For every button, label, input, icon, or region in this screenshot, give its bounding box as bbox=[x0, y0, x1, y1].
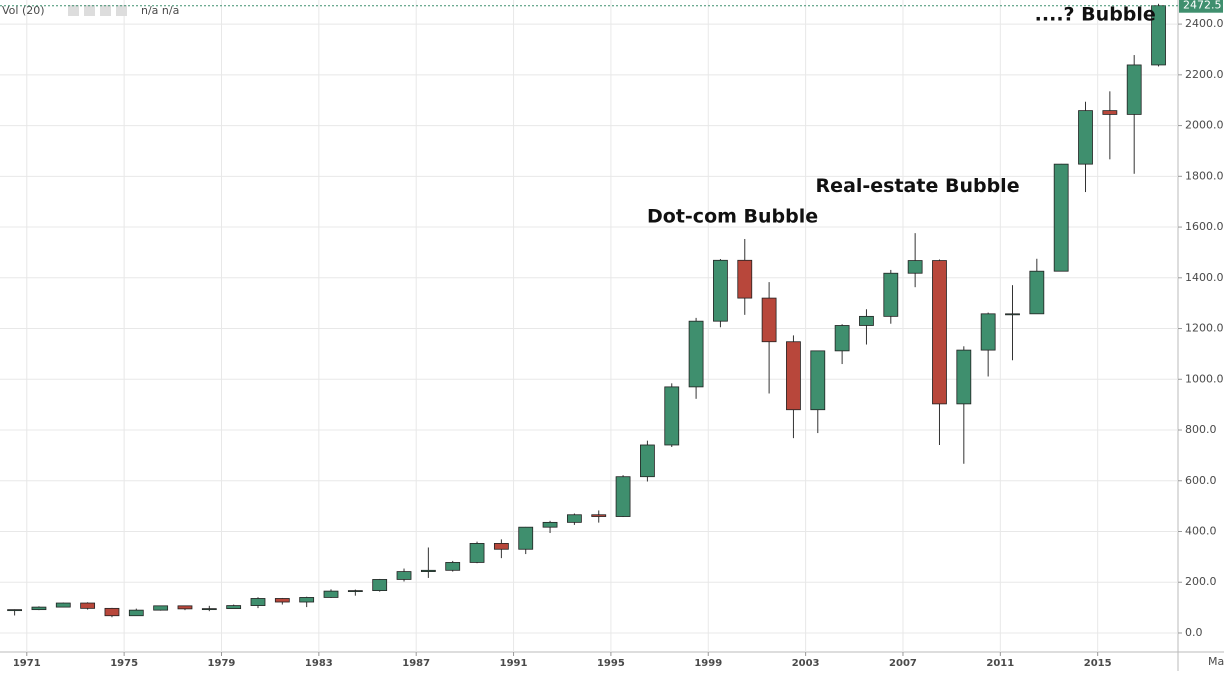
y-tick-label: 2000.0 bbox=[1185, 119, 1224, 132]
candle-body bbox=[347, 590, 363, 593]
x-tick-label: 1987 bbox=[402, 658, 430, 669]
candle-body bbox=[980, 313, 996, 351]
last-price-label: 2472.5 bbox=[1183, 0, 1222, 12]
candle-body bbox=[1151, 5, 1166, 66]
candle-body bbox=[1102, 110, 1118, 115]
candle-body bbox=[445, 562, 461, 571]
candle-body bbox=[55, 602, 71, 608]
indicator-label: Vol (20) bbox=[2, 4, 45, 17]
y-tick-label: 200.0 bbox=[1185, 575, 1217, 588]
y-tick-label: 1200.0 bbox=[1185, 322, 1224, 335]
candle-body bbox=[713, 259, 728, 322]
candle-body bbox=[688, 320, 704, 388]
candle-body bbox=[226, 605, 242, 610]
annotation: ....? Bubble bbox=[1035, 4, 1156, 26]
y-tick-label: 800.0 bbox=[1185, 423, 1217, 436]
x-tick-label: 2011 bbox=[986, 658, 1014, 669]
candle-body bbox=[153, 605, 169, 611]
time-axis-end-label: Ma bbox=[1208, 655, 1224, 668]
icon[interactable] bbox=[100, 5, 111, 16]
candle-body bbox=[31, 606, 47, 611]
x-tick-label: 1995 bbox=[597, 658, 625, 669]
candle-body bbox=[177, 605, 193, 610]
candle-body bbox=[299, 597, 315, 603]
candle-body bbox=[1029, 270, 1045, 315]
x-tick-label: 1991 bbox=[500, 658, 528, 669]
candle-body bbox=[469, 543, 485, 563]
y-tick-label: 1000.0 bbox=[1185, 372, 1224, 385]
candle-body bbox=[493, 543, 509, 550]
y-tick-label: 2200.0 bbox=[1185, 68, 1224, 81]
candle-body bbox=[761, 297, 777, 343]
icon[interactable] bbox=[84, 5, 95, 16]
candle-body bbox=[420, 569, 436, 572]
x-tick-label: 1983 bbox=[305, 658, 333, 669]
y-tick-label: 1800.0 bbox=[1185, 169, 1224, 182]
icon[interactable] bbox=[68, 5, 79, 16]
candle-body bbox=[615, 476, 631, 517]
x-tick-label: 1999 bbox=[694, 658, 722, 669]
candle-body bbox=[396, 571, 412, 580]
icon[interactable] bbox=[116, 5, 127, 16]
x-tick-label: 2015 bbox=[1084, 658, 1112, 669]
candle-body bbox=[518, 526, 534, 550]
candle-body bbox=[1053, 163, 1069, 272]
y-tick-label: 1600.0 bbox=[1185, 220, 1224, 233]
y-tick-label: 2400.0 bbox=[1185, 17, 1224, 30]
candle-body bbox=[274, 598, 290, 603]
candle-body bbox=[907, 260, 923, 274]
x-tick-label: 2003 bbox=[792, 658, 820, 669]
candle-body bbox=[932, 260, 947, 405]
y-tick-label: 0.0 bbox=[1185, 626, 1203, 639]
candle-body bbox=[542, 521, 558, 528]
x-tick-label: 1971 bbox=[13, 658, 41, 669]
x-tick-label: 2007 bbox=[889, 658, 917, 669]
y-tick-label: 1400.0 bbox=[1185, 271, 1224, 284]
annotation: Dot-com Bubble bbox=[647, 205, 818, 227]
candle-body bbox=[834, 325, 850, 352]
candle-body bbox=[883, 272, 899, 317]
candle-body bbox=[250, 598, 266, 606]
indicator-values: n/a n/a bbox=[141, 4, 179, 17]
candle-body bbox=[1126, 64, 1142, 115]
candle-body bbox=[566, 514, 582, 523]
candle-body bbox=[104, 607, 120, 617]
candle-body bbox=[664, 386, 680, 446]
y-tick-label: 400.0 bbox=[1185, 524, 1217, 537]
candle-body bbox=[7, 609, 23, 612]
y-tick-label: 600.0 bbox=[1185, 474, 1217, 487]
candle-body bbox=[323, 590, 339, 598]
candle-body bbox=[80, 602, 96, 609]
candle-body bbox=[1078, 110, 1093, 165]
candle-body bbox=[201, 608, 217, 611]
x-tick-label: 1975 bbox=[110, 658, 138, 669]
x-tick-label: 1979 bbox=[208, 658, 236, 669]
grid bbox=[0, 0, 1178, 652]
candle-body bbox=[737, 259, 753, 299]
candle-body bbox=[956, 349, 972, 405]
indicator-icons bbox=[68, 5, 127, 16]
candle-body bbox=[372, 579, 388, 592]
candle-body bbox=[640, 444, 655, 478]
candles bbox=[7, 3, 1166, 618]
annotation: Real-estate Bubble bbox=[816, 175, 1020, 197]
candle-body bbox=[591, 514, 607, 517]
candle-body bbox=[128, 609, 144, 617]
candle-body bbox=[1005, 313, 1020, 316]
candle-body bbox=[859, 315, 874, 326]
last-price-box bbox=[1179, 0, 1223, 13]
candle-body bbox=[786, 341, 801, 411]
candle-body bbox=[810, 350, 826, 411]
